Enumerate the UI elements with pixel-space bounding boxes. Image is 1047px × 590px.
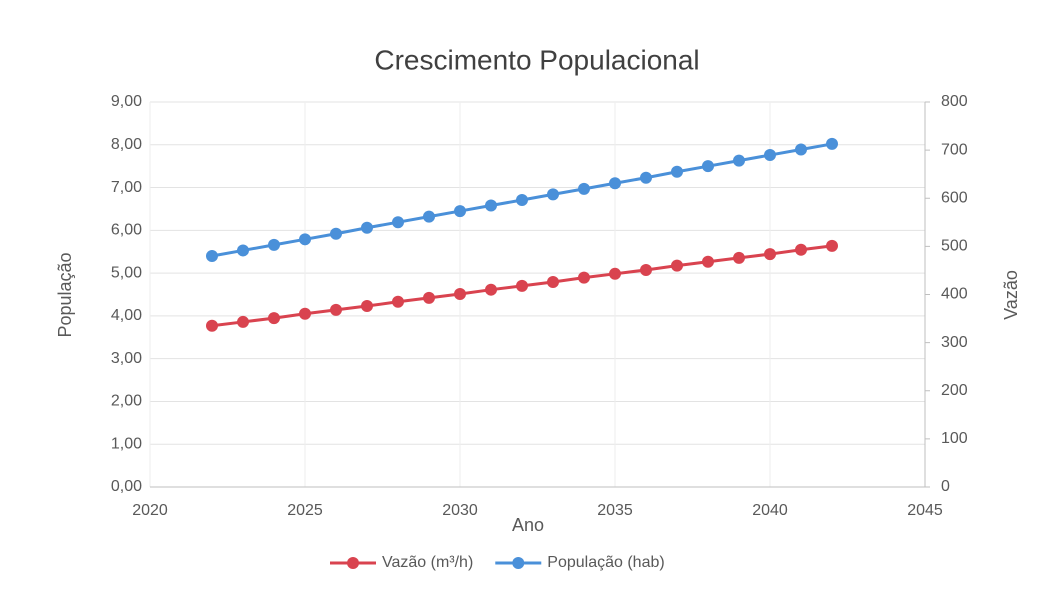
point bbox=[330, 303, 342, 316]
point bbox=[826, 239, 838, 252]
point bbox=[516, 279, 528, 292]
point bbox=[640, 171, 652, 184]
point bbox=[578, 271, 590, 284]
point bbox=[237, 315, 249, 328]
y2-axis-title: Vazão bbox=[1001, 270, 1021, 320]
point bbox=[206, 250, 218, 262]
point bbox=[361, 300, 373, 313]
point bbox=[361, 221, 373, 234]
point bbox=[237, 244, 249, 257]
legend-label: População (hab) bbox=[547, 554, 664, 571]
point bbox=[485, 199, 497, 212]
x-tick-label: 2020 bbox=[132, 502, 168, 519]
legend-marker bbox=[347, 557, 359, 569]
point bbox=[609, 267, 621, 280]
x-tick-label: 2045 bbox=[907, 502, 943, 519]
x-tick-label: 2030 bbox=[442, 502, 478, 519]
point bbox=[454, 288, 466, 301]
y2-tick-label: 800 bbox=[941, 93, 968, 110]
point bbox=[268, 238, 280, 251]
point bbox=[702, 255, 714, 268]
y2-tick-label: 600 bbox=[941, 189, 968, 206]
point bbox=[423, 210, 435, 223]
point bbox=[454, 205, 466, 218]
point bbox=[299, 307, 311, 320]
y-tick-label: 4,00 bbox=[111, 307, 142, 324]
y-tick-label: 0,00 bbox=[111, 478, 142, 495]
point bbox=[640, 263, 652, 276]
point bbox=[299, 233, 311, 246]
y-tick-label: 2,00 bbox=[111, 393, 142, 410]
point bbox=[547, 275, 559, 288]
point bbox=[795, 143, 807, 156]
point bbox=[671, 165, 683, 178]
legend-label: Vazão (m³/h) bbox=[382, 554, 473, 571]
y-tick-label: 3,00 bbox=[111, 350, 142, 367]
x-tick-label: 2040 bbox=[752, 502, 788, 519]
y-tick-label: 6,00 bbox=[111, 222, 142, 239]
y-tick-label: 9,00 bbox=[111, 93, 142, 110]
point bbox=[268, 312, 280, 325]
point bbox=[764, 248, 776, 261]
y-tick-label: 1,00 bbox=[111, 435, 142, 452]
x-tick-label: 2035 bbox=[597, 502, 633, 519]
point bbox=[671, 259, 683, 272]
point bbox=[516, 193, 528, 206]
y-tick-label: 8,00 bbox=[111, 136, 142, 153]
x-tick-label: 2025 bbox=[287, 502, 323, 519]
point bbox=[795, 243, 807, 256]
point bbox=[733, 154, 745, 167]
point bbox=[485, 283, 497, 296]
point bbox=[609, 177, 621, 190]
point bbox=[764, 149, 776, 162]
y-tick-label: 7,00 bbox=[111, 179, 142, 196]
y2-tick-label: 700 bbox=[941, 141, 968, 158]
y-tick-label: 5,00 bbox=[111, 264, 142, 281]
point bbox=[547, 188, 559, 201]
point bbox=[392, 295, 404, 308]
y2-tick-label: 500 bbox=[941, 238, 968, 255]
y2-tick-label: 0 bbox=[941, 478, 950, 495]
y2-tick-label: 400 bbox=[941, 286, 968, 303]
point bbox=[733, 251, 745, 264]
point bbox=[826, 137, 838, 150]
y2-tick-label: 300 bbox=[941, 334, 968, 351]
y-axis-title: População bbox=[55, 252, 75, 337]
y2-tick-label: 100 bbox=[941, 430, 968, 447]
chart-title: Crescimento Populacional bbox=[374, 44, 699, 75]
point bbox=[423, 291, 435, 304]
point bbox=[392, 216, 404, 229]
y2-tick-label: 200 bbox=[941, 382, 968, 399]
point bbox=[206, 319, 218, 332]
point bbox=[330, 227, 342, 240]
point bbox=[702, 160, 714, 173]
legend-marker bbox=[512, 557, 525, 569]
point bbox=[578, 182, 590, 195]
x-axis-title: Ano bbox=[512, 515, 544, 535]
